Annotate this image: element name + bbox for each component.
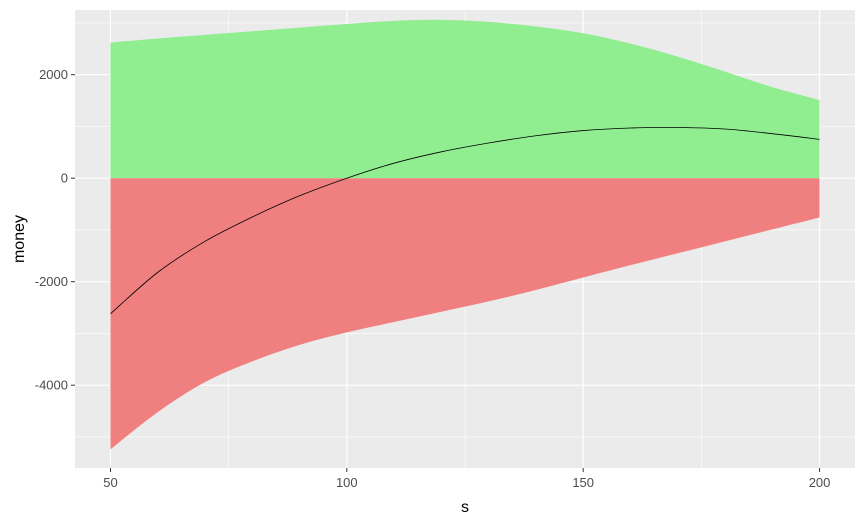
positive-area <box>110 19 820 179</box>
x-axis: 50 100 150 200 <box>103 468 830 490</box>
areas <box>110 19 820 450</box>
x-tick-label: 50 <box>103 475 117 490</box>
y-axis: -4000 -2000 0 2000 <box>35 67 75 393</box>
x-axis-title: s <box>461 499 469 516</box>
y-tick-label: 0 <box>61 171 68 186</box>
y-axis-title: money <box>11 215 28 263</box>
value-line <box>110 127 820 315</box>
lines <box>110 127 820 315</box>
x-tick-label: 200 <box>809 475 831 490</box>
x-tick-label: 150 <box>572 475 594 490</box>
negative-area <box>110 178 820 450</box>
y-tick-label: 2000 <box>39 67 68 82</box>
y-tick-label: -4000 <box>35 378 68 393</box>
x-tick-label: 100 <box>336 475 358 490</box>
y-tick-label: -2000 <box>35 274 68 289</box>
